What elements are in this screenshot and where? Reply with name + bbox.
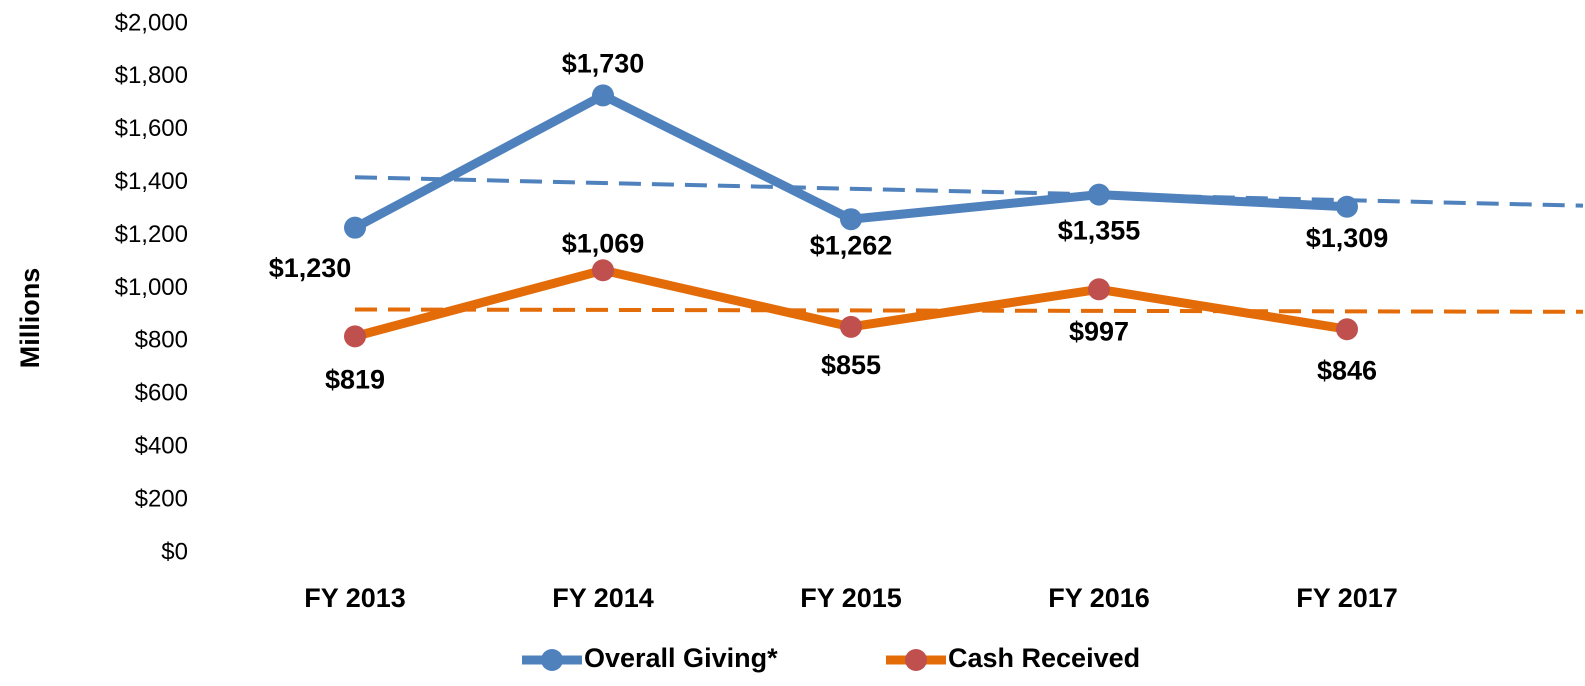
x-tick-label: FY 2013 [304,583,406,613]
legend-marker [541,649,563,671]
y-tick-label: $600 [135,380,188,407]
y-tick-label: $1,800 [115,62,188,89]
trendline [354,175,1584,208]
x-tick-label: FY 2017 [1296,583,1398,613]
data-label: $1,230 [269,253,352,283]
data-label: $819 [325,364,385,394]
marker [1088,278,1110,301]
marker [840,208,862,231]
data-label: $1,069 [562,228,645,258]
y-tick-label: $1,600 [115,115,188,142]
y-tick-label: $400 [135,433,188,460]
y-tick-label: $1,000 [115,274,188,301]
y-tick-label: $2,000 [115,9,188,36]
y-tick-label: $800 [135,327,188,354]
y-tick-label: $0 [161,538,188,565]
marker [344,325,366,348]
y-axis-label: Millions [15,268,45,369]
marker [592,84,614,107]
marker [1088,183,1110,206]
y-tick-label: $1,400 [115,168,188,195]
data-label: $1,730 [562,49,645,79]
marker [344,216,366,239]
data-label: $1,262 [810,230,893,260]
data-label: $846 [1317,355,1377,385]
marker [1336,318,1358,341]
marker [592,259,614,282]
x-tick-label: FY 2016 [1048,583,1150,613]
data-label: $1,309 [1306,223,1389,253]
y-tick-label: $1,200 [115,221,188,248]
data-label: $1,355 [1058,216,1141,246]
y-tick-label: $200 [135,485,188,512]
legend-marker [905,649,927,671]
marker [1336,195,1358,218]
marker [840,315,862,338]
x-tick-label: FY 2014 [552,583,654,613]
data-label: $997 [1069,316,1129,346]
x-tick-label: FY 2015 [800,583,902,613]
legend-label: Overall Giving* [584,643,778,673]
data-label: $855 [821,350,881,380]
legend-label: Cash Received [948,643,1140,673]
series-line [352,90,1348,232]
